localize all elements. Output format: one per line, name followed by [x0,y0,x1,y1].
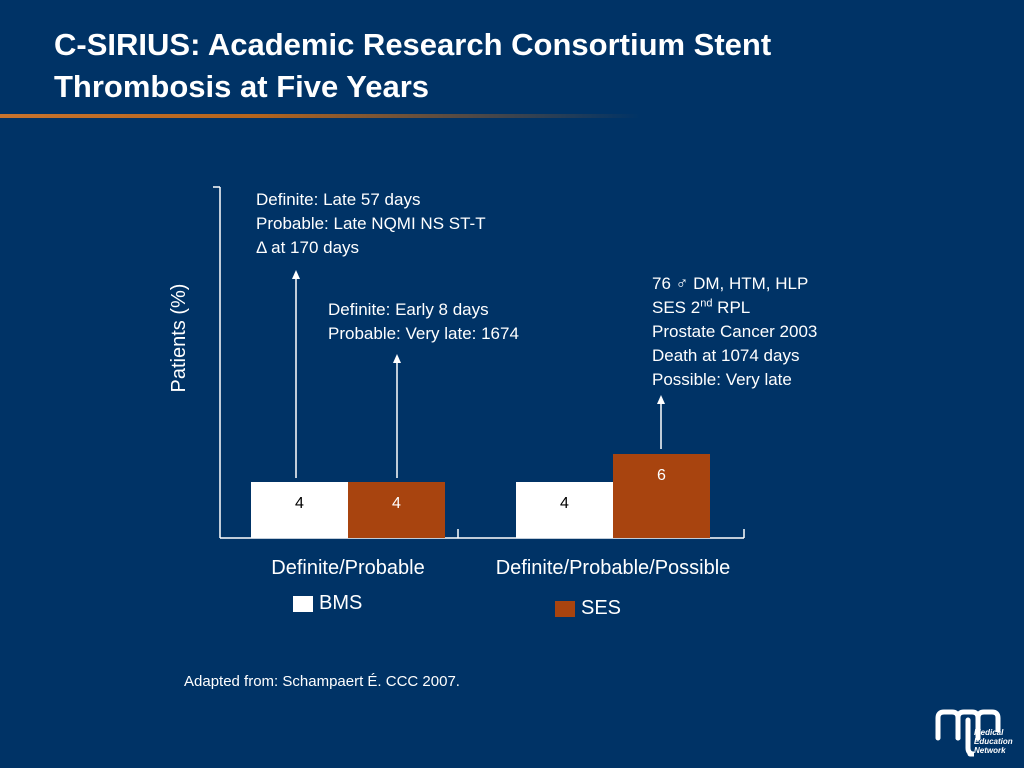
annotation-line: Death at 1074 days [652,346,800,365]
annotation-line: SES 2nd RPL [652,296,817,320]
bar-value-label: 6 [657,467,666,484]
title-divider [0,114,640,118]
logo-text-line: Education [974,737,1013,746]
arrow-bms-definite-head [292,270,300,279]
bar-value-label: 4 [392,495,401,512]
legend-swatch-bms [293,595,313,612]
legend-item-ses: SES [555,597,621,620]
medical-education-network-logo: Medical Education Network [934,708,1018,758]
arrow-ses-possible-head [657,395,665,404]
annotation-line: Possible: Very late [652,370,792,389]
legend-label-ses: SES [581,597,622,619]
annotation-line: Prostate Cancer 2003 [652,322,818,341]
annotation-ses-definite: Definite: Early 8 days Probable: Very la… [328,298,519,346]
bar-bms-1 [251,482,348,538]
y-axis-label: Patients (%) [168,284,190,393]
annotation-line: Probable: Very late: 1674 [328,324,519,343]
x-category-label: Definite/Probable/Possible [496,557,731,579]
slide-title: C-SIRIUS: Academic Research Consortium S… [54,27,772,104]
annotation-line: Δ at 170 days [256,238,360,257]
annotation-line: Definite: Late 57 days [256,190,421,209]
logo-icon: Medical Education Network [935,709,1013,757]
annotation-line: Definite: Early 8 days [328,300,489,319]
legend-item-bms: BMS [293,592,362,615]
source-citation: Adapted from: Schampaert É. CCC 2007. [184,673,460,690]
legend-label-bms: BMS [319,592,363,614]
annotation-bms-definite: Definite: Late 57 days Probable: Late NQ… [256,188,486,260]
x-category-label: Definite/Probable [271,557,424,579]
annotation-text: SES 2 [652,298,701,317]
annotation-line: 76 ♂ DM, HTM, HLP [652,274,809,293]
logo-text-line: Network [974,746,1006,755]
bar-ses-1 [348,482,445,538]
bar-value-label: 4 [560,495,569,512]
bar-value-label: 4 [295,495,304,512]
bar-bms-2 [516,482,613,538]
annotation-ses-possible: 76 ♂ DM, HTM, HLP SES 2nd RPL Prostate C… [652,272,817,392]
bar-ses-2 [613,454,710,538]
annotation-superscript: nd [700,297,713,310]
logo-text-line: Medical [974,728,1004,737]
arrow-ses-definite-head [393,354,401,363]
legend-swatch-ses [555,600,575,617]
annotation-line: Probable: Late NQMI NS ST-T [256,214,486,233]
annotation-text: RPL [712,298,751,317]
